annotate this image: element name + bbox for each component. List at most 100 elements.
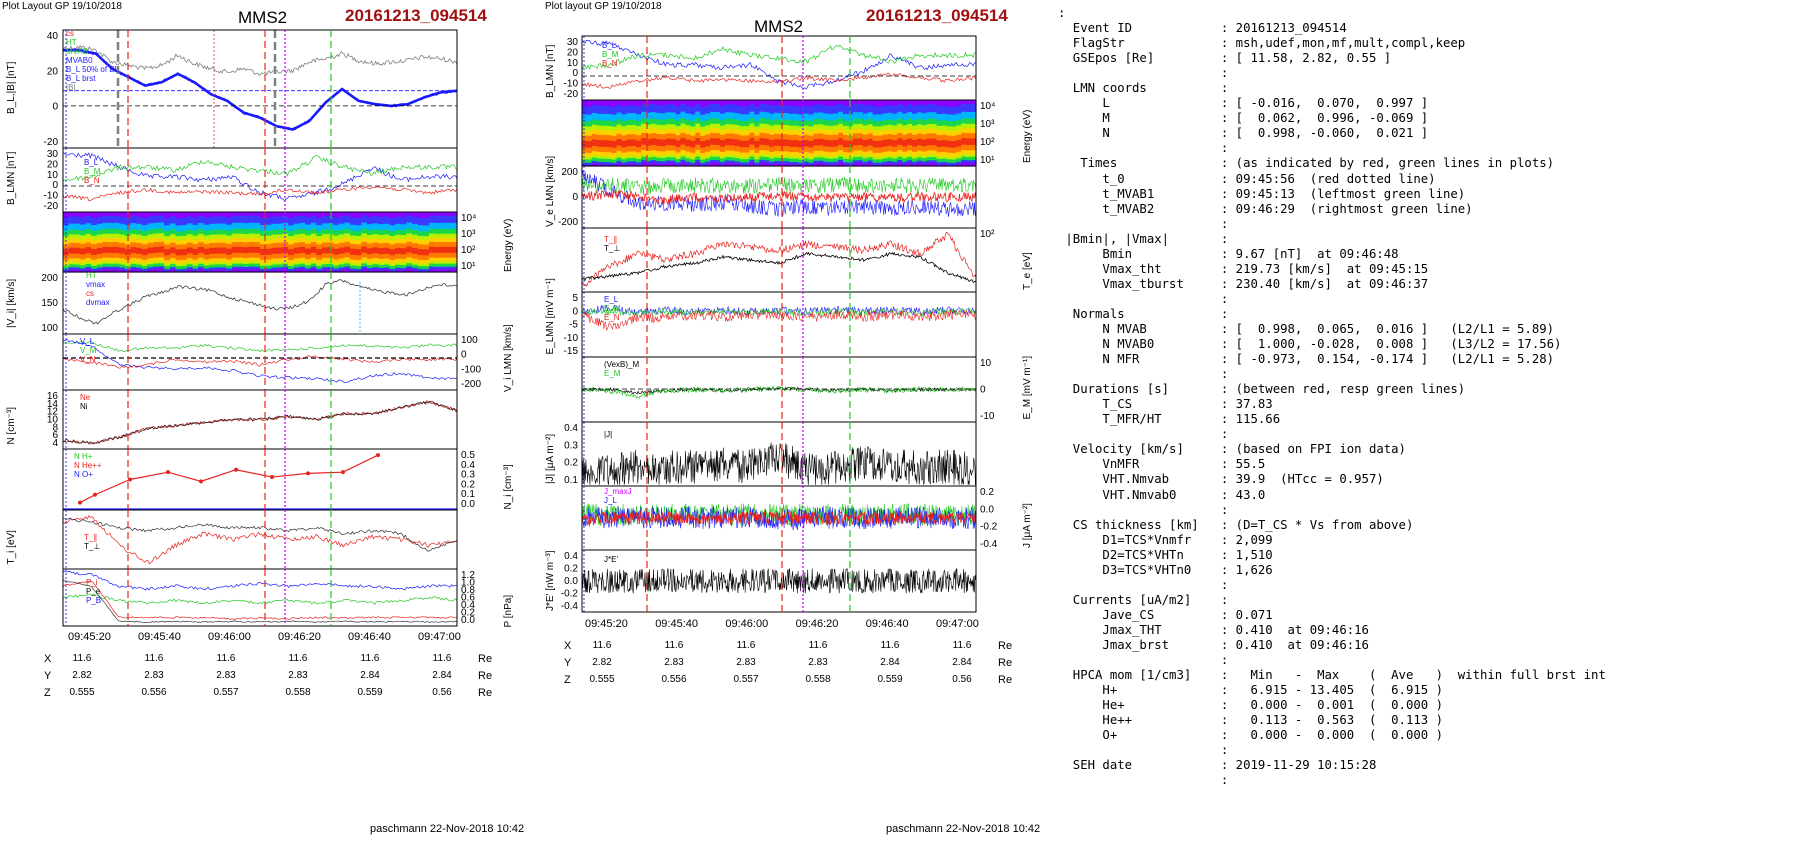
spectrogram-cell: [813, 163, 819, 167]
spectrogram-cell: [355, 225, 362, 232]
spectrogram-cell: [912, 105, 918, 115]
spectrogram-cell: [445, 266, 452, 270]
spectrogram-cell: [715, 154, 721, 158]
spectrogram-cell: [616, 129, 622, 135]
spectrogram-cell: [818, 124, 824, 130]
spectrogram-cell: [631, 124, 637, 131]
spectrogram-cell: [181, 249, 188, 256]
spectrogram-cell: [843, 100, 849, 107]
spectrogram-cell: [265, 239, 272, 245]
spectrogram-cell: [601, 105, 608, 115]
spectrogram-cell: [136, 216, 143, 225]
spectrogram-cell: [372, 247, 379, 254]
ptotal-line: [62, 579, 458, 623]
spectrogram-cell: [124, 231, 132, 237]
spectrogram-cell: [705, 139, 711, 147]
spectrogram-cell: [971, 150, 977, 155]
spectrogram-cell: [739, 120, 746, 127]
spectrogram-cell: [660, 139, 667, 147]
spectrogram-cell: [912, 146, 918, 153]
spectrogram-cell: [406, 266, 413, 270]
spectrogram-cell: [215, 238, 222, 244]
spectrogram-cell: [108, 247, 115, 254]
spectrogram-cell: [400, 262, 407, 266]
spectrogram-cell: [316, 263, 323, 267]
spectrogram-cell: [926, 100, 933, 105]
spectrogram-cell: [203, 254, 210, 261]
param-line: T_CS : 37.83: [1058, 397, 1273, 412]
spectrogram-cell: [606, 156, 613, 160]
spectrogram-cell: [271, 253, 278, 260]
spectrogram-cell: [912, 130, 918, 136]
spectrogram-cell: [175, 255, 182, 261]
spectrogram-cell: [591, 129, 598, 135]
spectrogram-cell: [779, 105, 785, 114]
spectrogram-cell: [372, 258, 379, 263]
spectrogram-cell: [710, 128, 716, 134]
spectrogram-cell: [710, 162, 716, 167]
spectrogram-cell: [169, 269, 177, 273]
spectrogram-cell: [655, 119, 662, 126]
spectrogram-cell: [926, 118, 933, 125]
spectrogram-cell: [79, 265, 87, 269]
spectrogram-cell: [641, 162, 647, 167]
spectrogram-cell: [85, 253, 92, 259]
spectrogram-cell: [843, 120, 849, 127]
spectrogram-cell: [646, 124, 652, 130]
spectrogram-cell: [941, 146, 947, 153]
spectrogram-cell: [833, 151, 839, 157]
spectrogram-cell: [169, 242, 177, 248]
spectrogram-cell: [305, 259, 312, 264]
spectrogram-cell: [769, 140, 775, 148]
spectrogram-cell: [813, 139, 819, 147]
spectrogram-cell: [788, 158, 795, 163]
spectrogram-cell: [226, 217, 233, 226]
spectrogram-cell: [361, 246, 368, 254]
spectrogram-cell: [690, 121, 696, 127]
spectrogram-cell: [764, 157, 770, 161]
spectrogram-cell: [445, 252, 452, 259]
spectrogram-cell: [243, 234, 250, 239]
spectrogram-cell: [774, 155, 780, 159]
spectrogram-cell: [798, 147, 805, 154]
spectrogram-cell: [951, 131, 957, 137]
spectrogram-cell: [260, 217, 267, 226]
left-footer: paschmann 22-Nov-2018 10:42: [370, 823, 525, 835]
spectrogram-cell: [897, 160, 903, 164]
spectrogram-cell: [867, 138, 874, 146]
spectrogram-cell: [685, 119, 691, 126]
spectrogram-cell: [769, 105, 775, 115]
spectrogram-cell: [130, 266, 137, 270]
spectrogram-cell: [333, 235, 340, 241]
spectrogram-cell: [921, 129, 928, 135]
spectrogram-cell: [769, 100, 775, 107]
spectrogram-cell: [941, 100, 947, 107]
spectrogram-cell: [192, 263, 199, 267]
coord-value: 2.84: [880, 657, 900, 668]
spectrogram-cell: [882, 158, 888, 163]
spectrogram-cell: [813, 145, 819, 152]
spectrogram-cell: [892, 105, 898, 115]
spectrogram-cell: [378, 267, 385, 271]
spectrogram-cell: [951, 100, 957, 108]
spectrogram-cell: [705, 120, 711, 126]
left-panel-ylabel: |J| [μA m⁻²]: [545, 434, 556, 484]
spectrogram-cell: [305, 265, 312, 269]
spectrogram-cell: [366, 239, 374, 244]
spectrogram-cell: [715, 104, 721, 113]
axis-tick-label: 0.2: [461, 608, 475, 619]
spectrogram-cell: [305, 217, 312, 226]
spectrogram-cell: [451, 242, 458, 248]
spectrogram-cell: [833, 125, 839, 131]
spectrogram-cell: [63, 240, 70, 246]
spectrogram-cell: [215, 234, 222, 240]
spectrogram-cell: [141, 265, 148, 270]
spectrogram-cell: [395, 270, 402, 273]
spectrogram-cell: [936, 158, 943, 163]
spectrogram-cell: [231, 242, 239, 248]
spectrogram-cell: [754, 159, 760, 164]
spectrogram-cell: [181, 235, 188, 241]
spectrogram-cell: [417, 235, 424, 241]
spectrogram-cell: [916, 150, 923, 156]
spectrogram-cell: [636, 147, 642, 154]
